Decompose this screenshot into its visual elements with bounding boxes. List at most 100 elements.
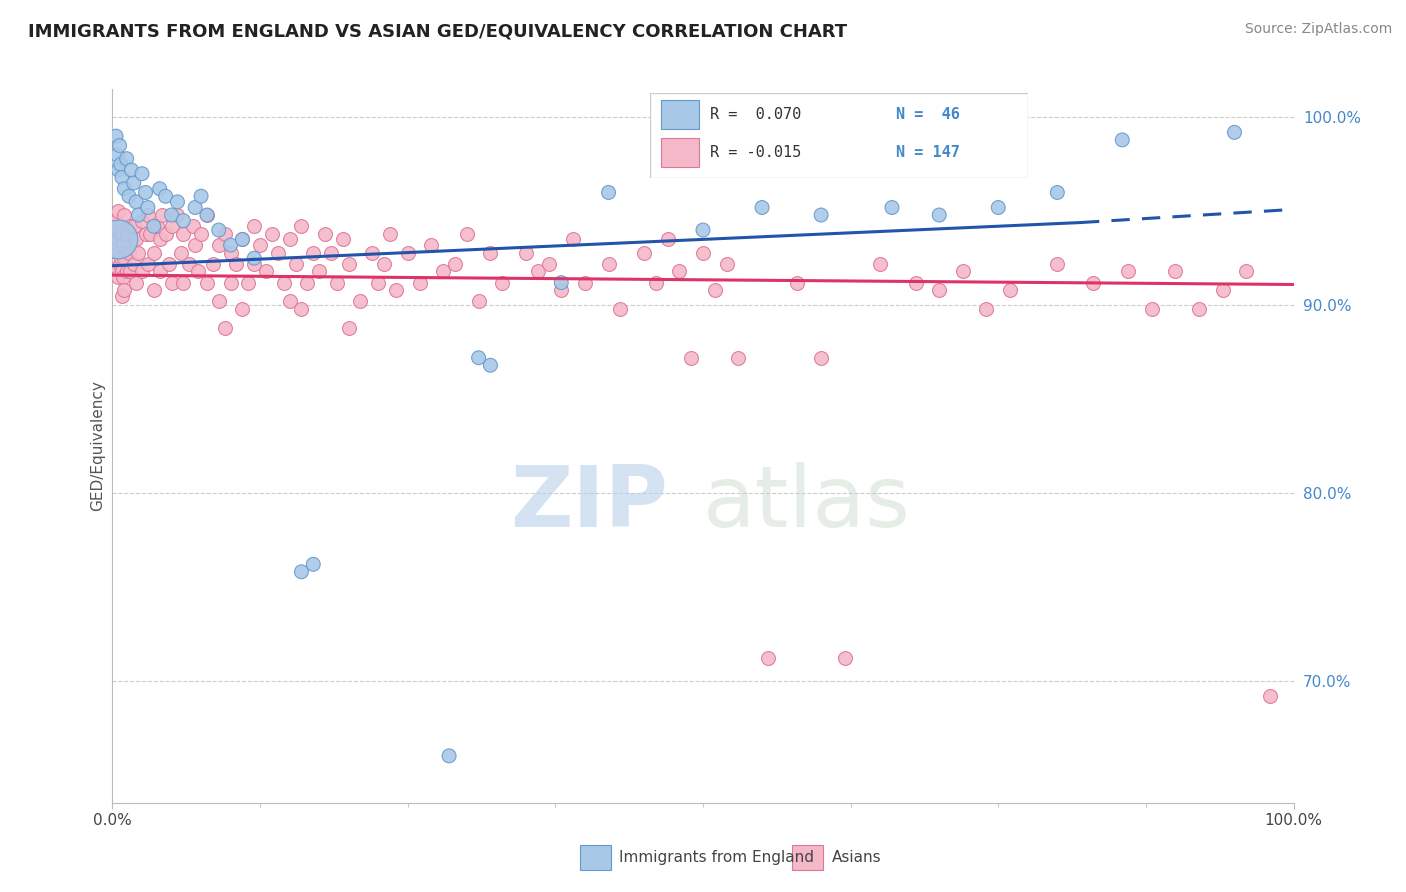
Point xyxy=(231,232,253,246)
Point xyxy=(668,264,690,278)
Point xyxy=(249,238,271,252)
Point xyxy=(115,264,138,278)
Point xyxy=(107,270,129,285)
Point xyxy=(526,264,548,278)
Point xyxy=(751,201,773,215)
Point xyxy=(1111,133,1133,147)
Point xyxy=(107,245,129,260)
Point xyxy=(703,283,725,297)
Point xyxy=(373,257,395,271)
Text: IMMIGRANTS FROM ENGLAND VS ASIAN GED/EQUIVALENCY CORRELATION CHART: IMMIGRANTS FROM ENGLAND VS ASIAN GED/EQU… xyxy=(28,22,848,40)
Point xyxy=(1223,125,1246,139)
Point xyxy=(219,245,242,260)
Point xyxy=(928,208,950,222)
Point xyxy=(120,163,142,178)
Point xyxy=(214,320,236,334)
Point xyxy=(273,276,295,290)
Point xyxy=(880,201,903,215)
Point xyxy=(444,257,467,271)
Point xyxy=(155,189,177,203)
Point xyxy=(231,232,253,246)
Point xyxy=(467,351,489,365)
Point xyxy=(243,219,266,234)
Point xyxy=(172,227,194,241)
Point xyxy=(115,227,138,241)
Point xyxy=(149,232,172,246)
Point xyxy=(574,276,596,290)
Point xyxy=(157,257,180,271)
Point xyxy=(131,264,153,278)
Point xyxy=(179,257,201,271)
Point xyxy=(108,138,131,153)
Point xyxy=(122,176,145,190)
Point xyxy=(186,264,208,278)
Point xyxy=(378,227,401,241)
Point xyxy=(598,186,620,200)
Point xyxy=(219,276,242,290)
Point xyxy=(208,238,231,252)
Point xyxy=(367,276,389,290)
Point xyxy=(127,245,149,260)
Point xyxy=(105,260,128,275)
Point xyxy=(319,245,342,260)
Point xyxy=(135,186,157,200)
Point xyxy=(136,257,159,271)
Point xyxy=(172,276,194,290)
Point xyxy=(115,152,138,166)
Point xyxy=(727,351,749,365)
Point xyxy=(337,257,360,271)
Point xyxy=(254,264,277,278)
Point xyxy=(127,208,149,222)
Point xyxy=(170,245,193,260)
Point xyxy=(1046,186,1069,200)
Point xyxy=(146,219,169,234)
Point xyxy=(278,232,301,246)
Point xyxy=(432,264,454,278)
Point xyxy=(208,294,231,309)
Point xyxy=(467,294,489,309)
Point xyxy=(1116,264,1139,278)
Point xyxy=(633,245,655,260)
Point xyxy=(952,264,974,278)
Point xyxy=(1188,301,1211,316)
Point xyxy=(172,213,194,227)
Point xyxy=(657,232,679,246)
Point xyxy=(786,276,808,290)
Point xyxy=(243,257,266,271)
Point xyxy=(122,257,145,271)
Point xyxy=(998,283,1021,297)
Point xyxy=(1234,264,1257,278)
Text: ZIP: ZIP xyxy=(510,461,668,545)
Point xyxy=(314,227,336,241)
Point xyxy=(107,204,129,219)
Point xyxy=(756,651,779,665)
Point xyxy=(928,283,950,297)
Point xyxy=(112,208,135,222)
Point xyxy=(609,301,631,316)
Point xyxy=(716,257,738,271)
Point xyxy=(479,245,502,260)
Point xyxy=(290,565,312,579)
Point xyxy=(118,189,141,203)
Point xyxy=(125,276,148,290)
Point xyxy=(142,283,165,297)
Point xyxy=(214,227,236,241)
Point xyxy=(160,219,183,234)
Point xyxy=(110,219,132,234)
Point xyxy=(120,264,142,278)
Point xyxy=(160,276,183,290)
Point xyxy=(284,257,307,271)
Point xyxy=(231,301,253,316)
Point xyxy=(1081,276,1104,290)
Point xyxy=(243,251,266,265)
Point xyxy=(195,208,218,222)
Point xyxy=(149,264,172,278)
Point xyxy=(166,194,188,209)
Point xyxy=(337,320,360,334)
Point xyxy=(396,245,419,260)
Point xyxy=(834,651,856,665)
Point xyxy=(111,264,134,278)
Point xyxy=(118,245,141,260)
Point xyxy=(515,245,537,260)
Point xyxy=(290,219,312,234)
